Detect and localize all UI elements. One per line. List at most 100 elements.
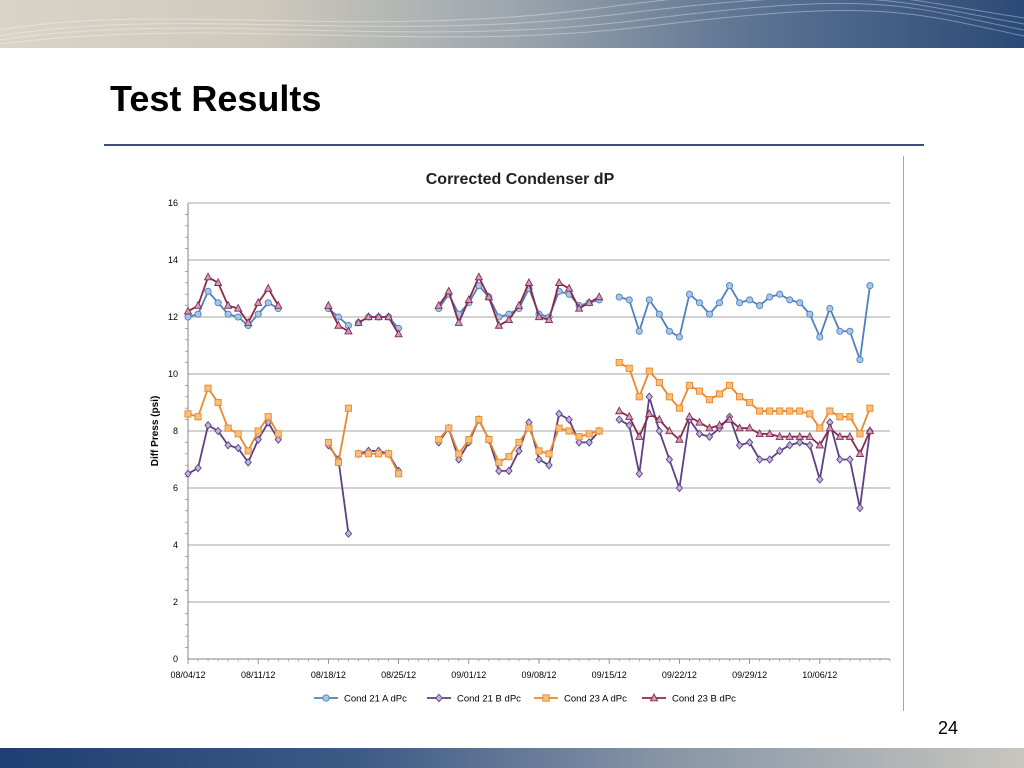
data-point-square [756,407,764,415]
data-point-square [695,387,704,395]
data-point-square [665,393,673,401]
data-point-triangle [745,423,754,432]
data-point-square [776,407,784,415]
data-point-square [635,393,643,401]
data-point-triangle [243,317,253,326]
data-point-triangle [484,292,494,301]
data-point-triangle [805,431,815,440]
data-point-circle [746,296,754,304]
data-point-triangle [544,314,554,324]
data-point-triangle [649,693,659,702]
data-point-square [585,430,593,438]
data-point-square [264,413,272,421]
data-point-square [505,453,513,461]
data-point-triangle [524,277,534,286]
data-point-diamond [816,475,824,484]
data-point-triangle [665,426,674,435]
data-point-triangle [594,292,604,301]
data-point-circle [776,290,784,298]
band-swirl-lines [0,0,1024,45]
data-point-diamond [184,469,192,479]
data-point-triangle [454,317,464,326]
data-point-triangle [444,286,453,295]
data-point-triangle [825,423,835,432]
data-point-triangle [715,420,724,429]
series-line [187,276,280,324]
data-point-circle [254,310,262,318]
title-divider [104,144,924,146]
data-point-square [655,378,663,387]
data-point-circle [766,293,774,301]
data-point-square [274,430,282,438]
data-point-circle [665,327,673,335]
data-point-circle [786,296,794,304]
chart-container: Corrected Condenser dP Diff Press (psi) … [140,156,905,716]
data-point-triangle [735,423,744,432]
data-point-square [816,424,824,432]
series-cond-21-a-dpc [184,282,874,364]
data-point-diamond [455,455,463,464]
data-point-diamond [545,460,553,470]
data-point-triangle [203,272,213,281]
data-point-circle [675,333,683,341]
data-point-diamond [244,458,252,467]
legend-label: Cond 21 A dPc [344,694,407,705]
data-point-square [354,450,363,458]
x-tick-label: 09/29/12 [732,670,767,680]
data-point-triangle [785,431,794,440]
data-point-circle [615,293,623,301]
data-point-square [194,413,202,421]
data-point-square [866,404,874,412]
data-point-triangle [474,272,484,281]
data-point-square [244,447,252,455]
data-point-diamond [775,446,784,456]
data-point-triangle [705,423,714,432]
data-point-triangle [274,300,283,309]
page-number: 24 [938,718,959,738]
data-point-circle [756,302,764,310]
data-point-circle [736,299,744,307]
data-point-diamond [796,438,804,447]
legend-label: Cond 23 A dPc [564,694,627,705]
y-tick-label: 12 [168,312,178,322]
chart-legend: Cond 21 A dPc Cond 21 B dPc Cond 23 A dPc C… [314,693,736,705]
y-tick-label: 2 [173,597,178,607]
data-point-square [565,427,573,435]
data-point-circle [184,313,192,321]
data-point-square [856,430,864,438]
data-point-circle [685,290,693,298]
data-point-square [806,410,814,418]
data-point-triangle [625,411,634,420]
data-point-square [455,450,463,458]
x-tick-label: 09/01/12 [451,670,486,680]
data-point-circle [705,310,714,318]
data-point-diamond [856,503,864,513]
data-point-square [725,381,734,389]
data-point-diamond [655,426,664,436]
series-line [187,290,279,327]
data-point-square [786,407,794,415]
data-point-triangle [534,312,544,321]
data-point-circle [224,310,232,318]
data-point-diamond [645,392,654,402]
data-point-square [645,367,653,375]
data-point-square [846,413,854,421]
data-point-circle [856,356,864,364]
data-point-square [495,458,503,466]
top-decorative-band [0,0,1024,48]
data-point-triangle [675,434,684,443]
data-point-square [254,427,262,435]
condenser-dp-chart: Corrected Condenser dP Diff Press (psi) … [150,171,891,705]
data-point-square [475,416,483,424]
x-tick-label: 10/06/12 [802,670,837,680]
data-point-square [826,407,834,415]
y-tick-label: 4 [173,540,178,550]
data-point-diamond [585,438,593,447]
data-point-diamond [786,440,794,450]
y-axis-label: Diff Press (psi) [150,396,161,467]
data-point-diamond [635,469,643,479]
data-point-square [385,450,393,458]
y-tick-label: 6 [173,483,178,493]
x-tick-label: 08/04/12 [170,670,205,680]
data-point-triangle [765,428,774,437]
